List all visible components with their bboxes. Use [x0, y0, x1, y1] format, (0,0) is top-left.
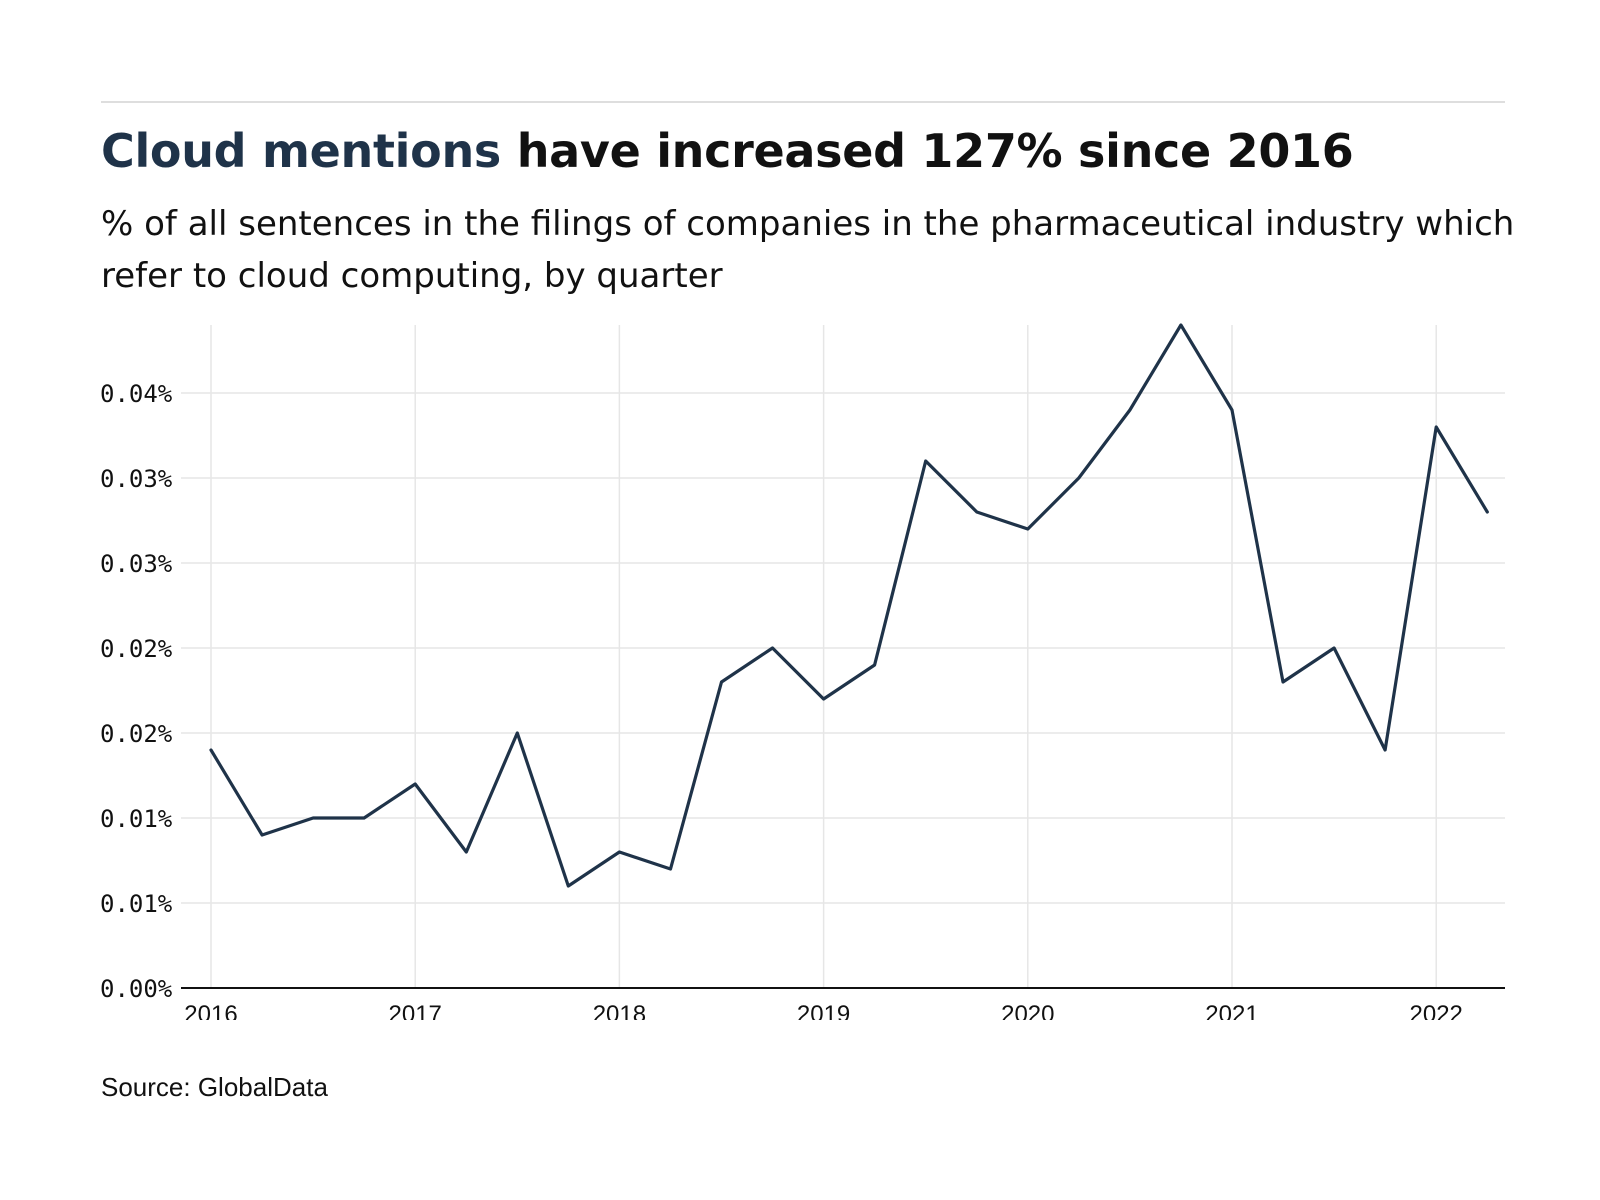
x-tick-label: 2017	[389, 1001, 442, 1020]
data-point	[464, 850, 468, 854]
data-point	[1434, 425, 1438, 429]
data-point	[1485, 510, 1489, 514]
y-tick-label: 0.03%	[100, 465, 173, 493]
series-line	[209, 323, 1489, 888]
data-point	[617, 850, 621, 854]
top-divider	[101, 101, 1505, 103]
data-point	[1383, 748, 1387, 752]
y-tick-label: 0.02%	[100, 720, 173, 748]
data-point	[260, 833, 264, 837]
chart-subtitle: % of all sentences in the filings of com…	[101, 204, 1515, 296]
grid-layer	[181, 325, 1505, 988]
data-point	[720, 680, 724, 684]
x-tick-label: 2016	[184, 1001, 237, 1020]
label-layer: 0.00% 0.01% 0.01% 0.02% 0.02% 0.03% 0.03% 0.04%…	[100, 380, 1463, 1020]
line-chart: 0.00% 0.01% 0.01% 0.02% 0.02% 0.03% 0.03% 0.04%…	[0, 300, 1600, 1020]
data-point	[1332, 646, 1336, 650]
x-tick-label: 2018	[593, 1001, 646, 1020]
data-point	[822, 697, 826, 701]
data-point	[566, 884, 570, 888]
x-tick-label: 2022	[1410, 1001, 1463, 1020]
x-tick-label: 2020	[1001, 1001, 1054, 1020]
data-point	[975, 510, 979, 514]
data-point	[209, 748, 213, 752]
data-point	[668, 867, 672, 871]
x-tick-label: 2019	[797, 1001, 850, 1020]
data-point	[1230, 408, 1234, 412]
source-note: Source: GlobalData	[101, 1072, 328, 1102]
x-tick-label: 2021	[1205, 1001, 1258, 1020]
series-layer	[209, 323, 1489, 888]
data-point	[1077, 476, 1081, 480]
y-tick-label: 0.00%	[100, 975, 173, 1003]
data-point	[362, 816, 366, 820]
data-point	[873, 663, 877, 667]
y-tick-label: 0.01%	[100, 890, 173, 918]
y-tick-label: 0.04%	[100, 380, 173, 408]
chart-svg: 0.00% 0.01% 0.01% 0.02% 0.02% 0.03% 0.03% 0.04%…	[100, 323, 1505, 1020]
chart-title: Cloud mentions have increased 127% since…	[101, 124, 1354, 179]
data-point	[924, 459, 928, 463]
title-highlight: Cloud mentions	[101, 124, 501, 178]
data-point	[515, 731, 519, 735]
data-point	[413, 782, 417, 786]
y-tick-label: 0.01%	[100, 805, 173, 833]
data-point	[311, 816, 315, 820]
title-rest: have increased 127% since 2016	[501, 124, 1354, 178]
data-point	[1179, 323, 1183, 327]
data-point	[1281, 680, 1285, 684]
data-point	[1128, 408, 1132, 412]
data-point	[771, 646, 775, 650]
data-point	[1026, 527, 1030, 531]
y-tick-label: 0.02%	[100, 635, 173, 663]
y-tick-label: 0.03%	[100, 550, 173, 578]
